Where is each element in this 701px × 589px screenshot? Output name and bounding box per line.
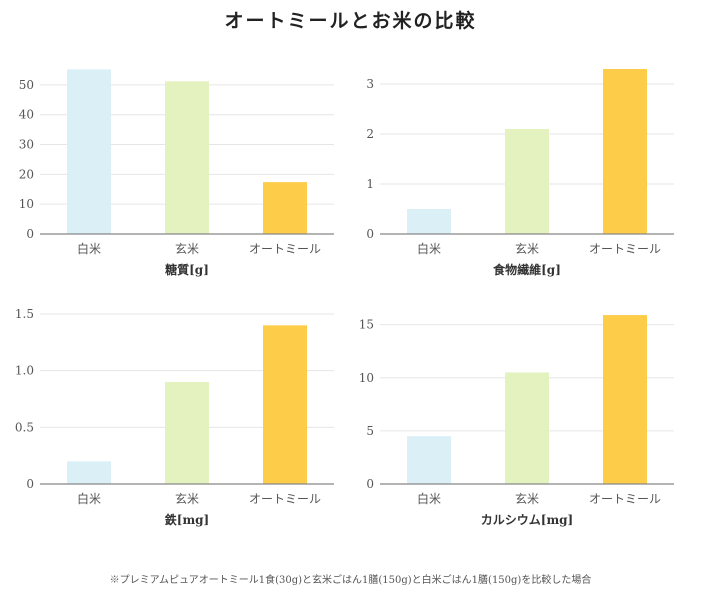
bar-calcium-brown-rice	[505, 372, 549, 484]
y-tick-label: 2	[366, 127, 374, 141]
y-tick-label: 40	[19, 108, 34, 122]
y-tick-label: 3	[366, 77, 374, 91]
y-tick-label: 1.0	[15, 364, 34, 378]
x-tick-label: オートミール	[249, 492, 321, 506]
y-tick-label: 0	[26, 477, 34, 491]
y-tick-label: 0	[366, 227, 374, 241]
y-tick-label: 10	[359, 371, 374, 385]
y-tick-label: 10	[19, 197, 34, 211]
bar-iron-oatmeal	[263, 325, 307, 484]
page-title: オートミールとお米の比較	[224, 10, 477, 32]
x-tick-label: 玄米	[515, 491, 539, 506]
x-tick-label: オートミール	[249, 242, 321, 256]
bar-calcium-oatmeal	[603, 315, 647, 484]
bar-iron-white-rice	[67, 461, 111, 484]
chart-panel-fiber: 0 1 2 3 白米 玄米 オートミール食物繊維[g]	[366, 56, 700, 286]
x-axis-title: カルシウム[mg]	[481, 513, 573, 527]
x-tick-label: 玄米	[175, 491, 199, 506]
y-tick-label: 1.5	[15, 307, 34, 321]
bar-calcium-white-rice	[407, 436, 451, 484]
y-tick-label: 0.5	[15, 420, 34, 434]
footnote: ※プレミアムピュアオートミール1食(30g)と玄米ごはん1膳(150g)と白米ご…	[109, 575, 592, 586]
y-tick-label: 5	[366, 424, 374, 438]
y-tick-label: 20	[19, 167, 34, 181]
x-tick-label: 白米	[417, 491, 441, 506]
chart-panel-calcium: 0 5 10 15 白米 玄米 オートミールカルシウム[mg]	[359, 306, 700, 536]
bar-fiber-white-rice	[407, 209, 451, 234]
x-tick-label: オートミール	[589, 492, 661, 506]
y-tick-label: 0	[366, 477, 374, 491]
bar-sugar-brown-rice	[165, 81, 209, 234]
y-tick-label: 1	[366, 177, 374, 191]
chart-panel-iron: 0 0.5 1.0 1.5 白米 玄米 オートミール鉄[mg]	[15, 306, 360, 536]
y-tick-label: 15	[359, 318, 374, 332]
x-tick-label: 玄米	[175, 241, 199, 256]
bar-sugar-oatmeal	[263, 182, 307, 234]
x-tick-label: 玄米	[515, 241, 539, 256]
x-axis-title: 鉄[mg]	[165, 512, 209, 527]
y-tick-label: 50	[19, 78, 34, 92]
bar-fiber-oatmeal	[603, 69, 647, 234]
x-tick-label: 白米	[77, 491, 101, 506]
x-tick-label: オートミール	[589, 242, 661, 256]
x-axis-title: 糖質[g]	[165, 262, 209, 277]
x-axis-title: 食物繊維[g]	[492, 262, 561, 277]
bar-iron-brown-rice	[165, 382, 209, 484]
chart-panel-sugar: 0 10 20 30 40 50 白米 玄米 オートミール糖質[g]	[19, 56, 360, 286]
bar-sugar-white-rice	[67, 69, 111, 234]
x-tick-label: 白米	[417, 241, 441, 256]
x-tick-label: 白米	[77, 241, 101, 256]
y-tick-label: 30	[19, 138, 34, 152]
y-tick-label: 0	[26, 227, 34, 241]
bar-fiber-brown-rice	[505, 129, 549, 234]
